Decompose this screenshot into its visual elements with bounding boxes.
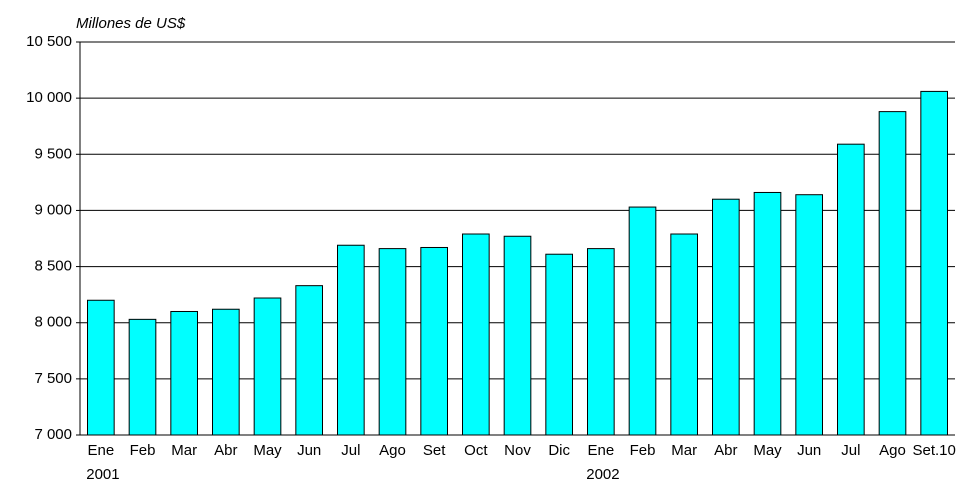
bar (545, 253, 573, 436)
bar (712, 198, 740, 436)
x-tick-label: Feb (630, 442, 656, 459)
x-tick-label: Jul (841, 442, 860, 459)
x-tick-label: Abr (714, 442, 737, 459)
bar (212, 308, 240, 436)
x-tick-label: Jul (341, 442, 360, 459)
x-tick-label: Ago (879, 442, 906, 459)
x-tick-label: Nov (504, 442, 531, 459)
year-label: 2002 (586, 466, 619, 480)
bar (795, 194, 823, 436)
x-tick-label: Jun (797, 442, 821, 459)
x-tick-label: Dic (548, 442, 570, 459)
bar (920, 90, 948, 436)
bar (170, 310, 198, 436)
y-tick-label: 7 500 (34, 370, 72, 387)
y-tick-label: 10 500 (26, 33, 72, 50)
x-tick-label: Oct (464, 442, 488, 459)
x-tick-label: Set (423, 442, 446, 459)
year-label: 2001 (86, 466, 119, 480)
bar (337, 244, 365, 436)
bar (837, 143, 865, 436)
x-tick-label: Abr (214, 442, 237, 459)
x-tick-label: Jun (297, 442, 321, 459)
bar (878, 111, 907, 436)
y-axis-label: Millones de US$ (76, 15, 186, 32)
bar (128, 318, 157, 436)
y-tick-label: 8 000 (34, 314, 72, 331)
x-tick-label: Mar (171, 442, 197, 459)
x-tick-label: Ene (87, 442, 114, 459)
y-tick-label: 7 000 (34, 426, 72, 443)
y-tick-label: 9 000 (34, 201, 72, 218)
bar (753, 191, 782, 436)
bar (587, 248, 615, 436)
x-tick-label: Ago (379, 442, 406, 459)
bar (295, 285, 324, 436)
bar (420, 246, 449, 436)
bar (87, 299, 115, 436)
bar (670, 233, 698, 436)
bar (253, 297, 282, 436)
bar (462, 233, 490, 436)
x-tick-label: Ene (587, 442, 614, 459)
bar (378, 248, 407, 436)
y-tick-label: 10 000 (26, 89, 72, 106)
x-tick-label: May (753, 442, 782, 459)
y-tick-label: 9 500 (34, 145, 72, 162)
x-tick-label: May (253, 442, 282, 459)
bar (628, 206, 657, 436)
x-tick-label: Set.10 (912, 442, 955, 459)
x-tick-label: Mar (671, 442, 697, 459)
bar (503, 235, 532, 436)
y-tick-label: 8 500 (34, 258, 72, 275)
x-tick-label: Feb (130, 442, 156, 459)
